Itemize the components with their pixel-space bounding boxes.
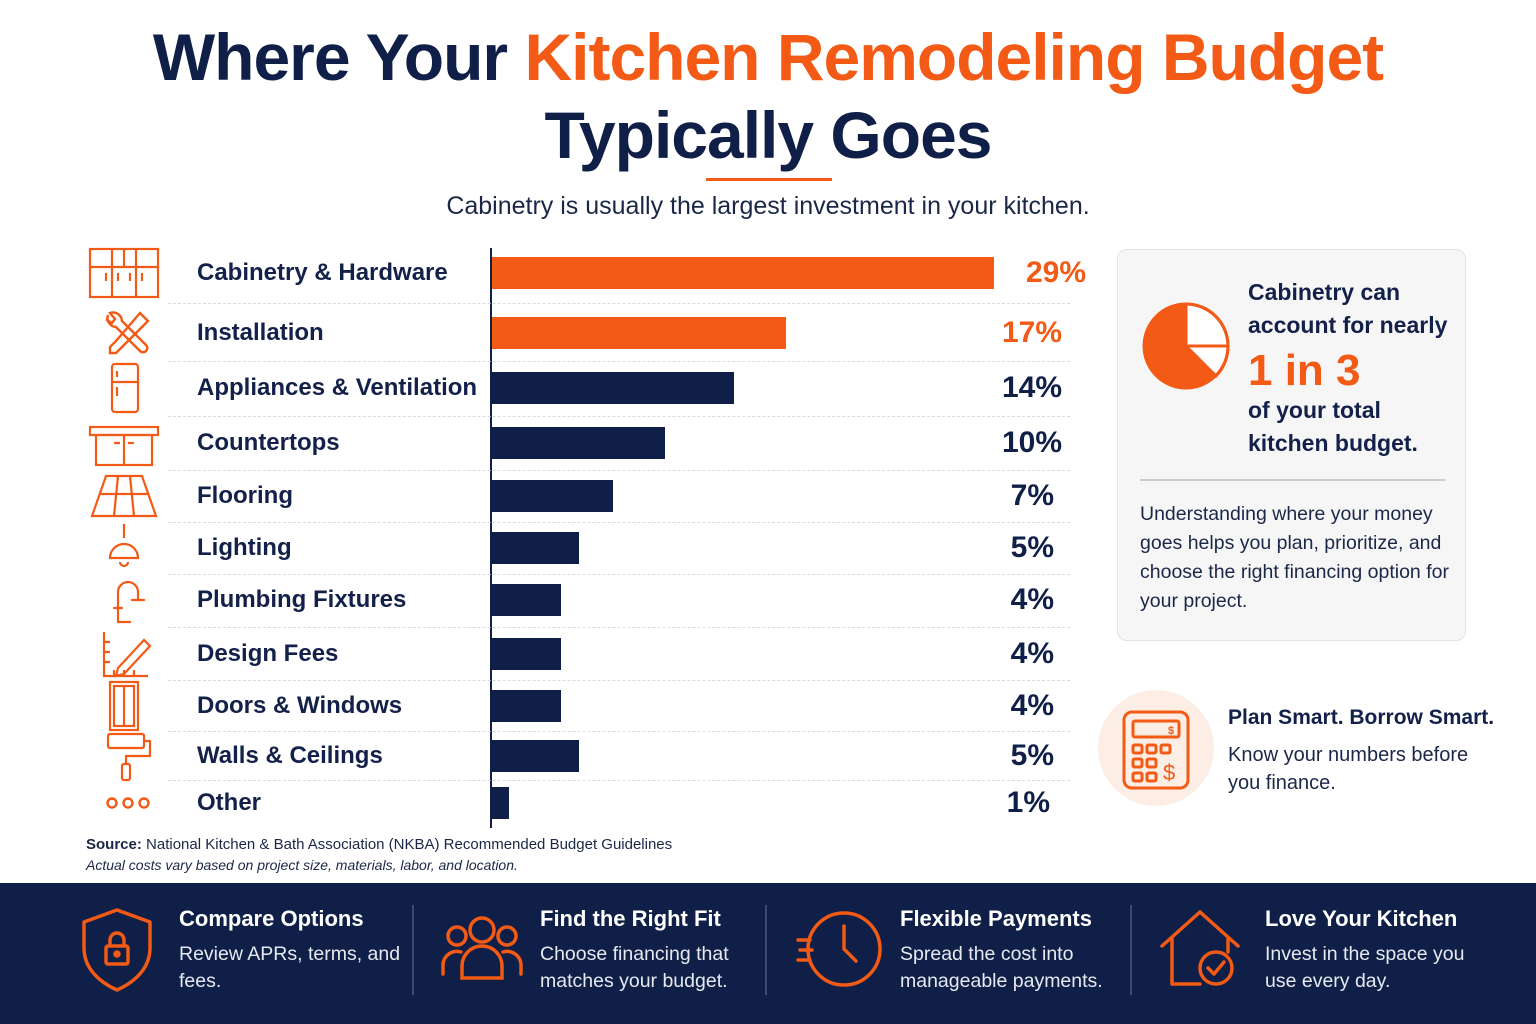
calculator-icon: $ $ — [1122, 710, 1190, 790]
callout-divider — [1140, 479, 1445, 481]
chart-bar — [492, 480, 613, 512]
cabinet-icon — [88, 247, 160, 299]
value-label: 4% — [1010, 689, 1054, 722]
row-separator — [168, 627, 1070, 628]
category-label: Installation — [197, 319, 324, 346]
faucet-icon — [88, 574, 160, 626]
refrigerator-icon — [88, 362, 160, 414]
row-separator — [168, 470, 1070, 471]
footer-text-1: Review APRs, terms, and fees. — [179, 943, 401, 992]
callout-card: Cabinetry can account for nearly 1 in 3 … — [1117, 249, 1466, 641]
callout-outro: of your total kitchen budget. — [1248, 397, 1418, 456]
category-label: Walls & Ceilings — [197, 742, 383, 769]
row-separator — [168, 731, 1070, 732]
value-label: 4% — [1010, 583, 1054, 616]
footer-bar — [0, 883, 1536, 1024]
page-title: Where Your Kitchen Remodeling Budget Typ… — [0, 18, 1536, 174]
title-part2: Kitchen Remodeling Budget — [524, 20, 1384, 94]
value-label: 5% — [1010, 739, 1054, 772]
subtitle: Cabinetry is usually the largest investm… — [446, 192, 1090, 220]
category-label: Design Fees — [197, 640, 339, 667]
value-label: 1% — [1006, 786, 1050, 819]
value-label: 17% — [1001, 316, 1062, 349]
svg-text:$: $ — [1163, 760, 1175, 785]
title-underline — [706, 178, 832, 181]
footer-title-1: Compare Options — [179, 906, 364, 931]
chart-bar — [492, 690, 561, 722]
footer-text-4: Invest in the space you use every day. — [1265, 943, 1465, 992]
door-icon — [88, 680, 160, 732]
svg-text:$: $ — [1168, 725, 1174, 737]
source-text: National Kitchen & Bath Association (NKB… — [146, 836, 673, 853]
chart-bar — [492, 427, 665, 459]
chart-bar — [492, 317, 786, 349]
lamp-icon — [88, 522, 160, 574]
shield-lock-icon — [82, 908, 152, 992]
footer-divider — [412, 905, 414, 995]
people-icon — [441, 916, 523, 980]
value-label: 5% — [1010, 531, 1054, 564]
chart-bar — [492, 257, 994, 289]
row-separator — [168, 522, 1070, 523]
callout-intro: Cabinetry can account for nearly — [1248, 279, 1448, 338]
value-label: 4% — [1010, 637, 1054, 670]
chart-bar — [492, 740, 579, 772]
row-separator — [168, 361, 1070, 362]
row-separator — [168, 303, 1070, 304]
source-note: Actual costs vary based on project size,… — [86, 857, 518, 873]
clock-icon — [796, 911, 882, 987]
footer-title-3: Flexible Payments — [900, 906, 1092, 931]
ruler-pencil-icon — [88, 628, 160, 680]
callout-highlight: 1 in 3 — [1248, 346, 1361, 395]
chart-bar — [492, 532, 579, 564]
row-separator — [168, 780, 1070, 781]
value-label: 14% — [1001, 371, 1062, 404]
countertop-icon — [88, 417, 160, 469]
chart-bar — [492, 787, 509, 819]
source-line: Source: National Kitchen & Bath Associat… — [86, 836, 672, 853]
title-part3: Typically Goes — [544, 98, 993, 172]
value-label: 10% — [1001, 426, 1062, 459]
callout-body: Understanding where your money goes help… — [1140, 503, 1449, 612]
dots-icon — [88, 777, 160, 829]
category-label: Plumbing Fixtures — [197, 586, 407, 613]
source-label: Source: — [86, 836, 142, 853]
footer-text-3: Spread the cost into manageable payments… — [900, 943, 1103, 992]
plan-body: Know your numbers before you finance. — [1228, 744, 1469, 794]
paint-roller-icon — [88, 730, 160, 782]
chart-bar — [492, 638, 561, 670]
chart-bar — [492, 584, 561, 616]
category-label: Doors & Windows — [197, 692, 403, 719]
category-label: Other — [197, 789, 262, 816]
footer-text-2: Choose financing that matches your budge… — [540, 943, 729, 992]
chart-axis-line — [490, 248, 492, 828]
tools-icon — [88, 307, 160, 359]
value-label: 29% — [1025, 256, 1086, 289]
title-part1: Where Your — [152, 20, 525, 94]
value-label: 7% — [1010, 479, 1054, 512]
chart-bar — [492, 372, 734, 404]
footer-title-2: Find the Right Fit — [540, 906, 721, 931]
footer-title-4: Love Your Kitchen — [1265, 906, 1458, 931]
category-label: Cabinetry & Hardware — [197, 259, 448, 286]
row-separator — [168, 680, 1070, 681]
plan-title: Plan Smart. Borrow Smart. — [1228, 706, 1495, 729]
home-check-icon — [1160, 910, 1240, 986]
footer-divider — [1130, 905, 1132, 995]
category-label: Flooring — [197, 482, 293, 509]
row-separator — [168, 416, 1070, 417]
footer-divider — [765, 905, 767, 995]
row-separator — [168, 574, 1070, 575]
pie-chart-icon — [1142, 302, 1230, 390]
category-label: Countertops — [197, 429, 340, 456]
category-label: Lighting — [197, 534, 292, 561]
flooring-icon — [88, 470, 160, 522]
category-label: Appliances & Ventilation — [197, 374, 478, 401]
